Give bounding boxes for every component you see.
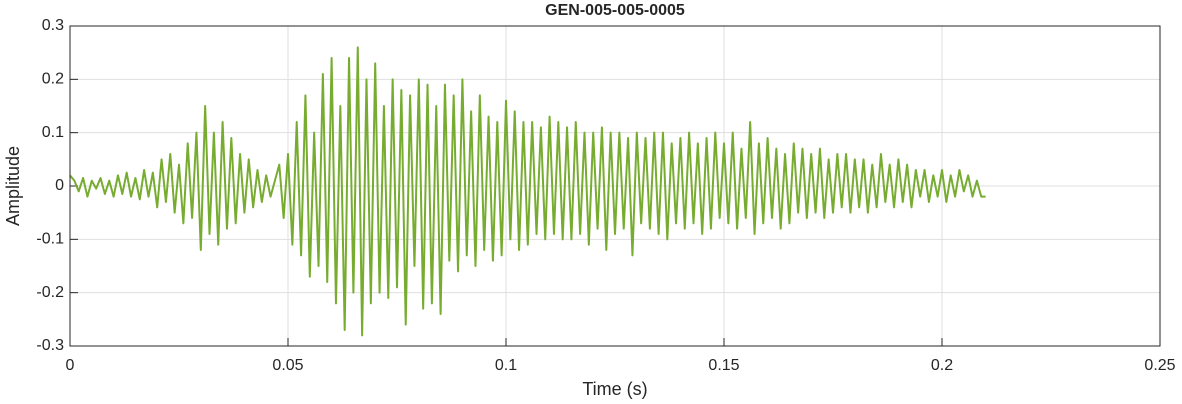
x-axis-label: Time (s) — [582, 379, 647, 399]
y-tick-label: 0.3 — [42, 17, 64, 34]
y-tick-label: 0 — [55, 177, 64, 194]
x-tick-label: 0.25 — [1144, 357, 1175, 374]
x-tick-label: 0 — [66, 357, 75, 374]
x-tick-label: 0.1 — [495, 357, 517, 374]
y-tick-label: -0.2 — [36, 284, 64, 301]
y-tick-label: 0.1 — [42, 124, 64, 141]
y-axis-label: Amplitude — [3, 146, 23, 226]
x-tick-label: 0.15 — [708, 357, 739, 374]
y-tick-label: 0.2 — [42, 71, 64, 88]
y-tick-label: -0.3 — [36, 337, 64, 354]
chart-title: GEN-005-005-0005 — [545, 2, 685, 19]
plot-frame — [69, 25, 1161, 347]
y-tick-label: -0.1 — [36, 231, 64, 248]
x-tick-label: 0.2 — [931, 357, 953, 374]
x-tick-label: 0.05 — [272, 357, 303, 374]
waveform-line — [69, 46, 986, 337]
